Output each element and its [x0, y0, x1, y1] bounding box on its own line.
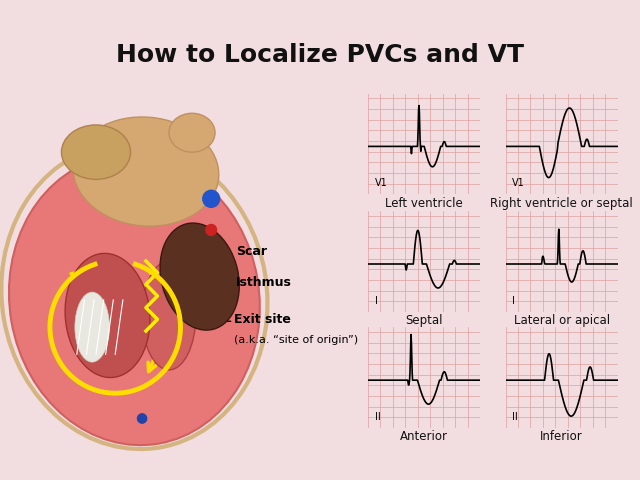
- Text: Scar: Scar: [236, 245, 267, 258]
- Ellipse shape: [9, 155, 260, 445]
- Circle shape: [138, 414, 147, 423]
- Ellipse shape: [142, 261, 196, 370]
- Ellipse shape: [75, 292, 109, 362]
- Text: I: I: [513, 296, 515, 306]
- Ellipse shape: [61, 125, 131, 180]
- Text: Lateral or apical: Lateral or apical: [513, 314, 610, 327]
- Text: Exit site: Exit site: [234, 313, 291, 326]
- Text: V1: V1: [375, 179, 387, 188]
- Text: II: II: [375, 412, 380, 422]
- Text: (a.k.a. “site of origin”): (a.k.a. “site of origin”): [234, 335, 358, 345]
- Text: Isthmus: Isthmus: [236, 276, 292, 289]
- Text: Inferior: Inferior: [540, 430, 583, 444]
- Text: Septal: Septal: [405, 314, 443, 327]
- Ellipse shape: [65, 253, 150, 378]
- Ellipse shape: [73, 117, 219, 226]
- Ellipse shape: [160, 223, 239, 330]
- Text: V1: V1: [513, 179, 525, 188]
- Text: Right ventricle or septal: Right ventricle or septal: [490, 196, 633, 210]
- Text: Left ventricle: Left ventricle: [385, 196, 463, 210]
- Text: Anterior: Anterior: [400, 430, 448, 444]
- Text: How to Localize PVCs and VT: How to Localize PVCs and VT: [116, 43, 524, 67]
- Text: I: I: [375, 296, 378, 306]
- Circle shape: [203, 190, 220, 207]
- Ellipse shape: [169, 113, 215, 152]
- Text: II: II: [513, 412, 518, 422]
- Circle shape: [206, 225, 216, 235]
